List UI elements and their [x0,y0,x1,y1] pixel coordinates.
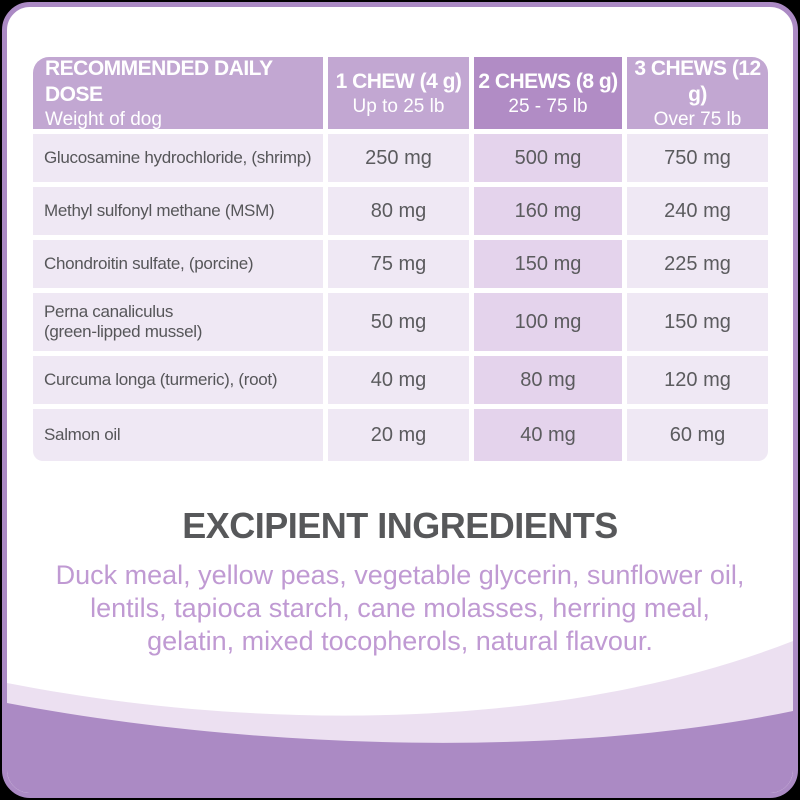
excipient-heading: EXCIPIENT INGREDIENTS [182,505,618,546]
dose-table: RECOMMENDED DAILY DOSE Weight of dog 1 C… [33,57,768,461]
dose-value: 40 mg [474,409,622,461]
header-cell-3-chews: 3 CHEWS (12 g) Over 75 lb [627,56,768,130]
dose-value: 750 mg [627,134,768,182]
dose-value: 150 mg [627,293,768,351]
ingredient-name-line: Curcuma longa (turmeric), (root) [44,370,278,389]
header-subtitle: Up to 25 lb [352,95,445,117]
ingredient-name: Chondroitin sulfate, (porcine) [33,240,323,288]
ingredient-name: Glucosamine hydrochloride, (shrimp) [33,134,323,182]
header-cell-recommended-dose: RECOMMENDED DAILY DOSE Weight of dog [33,56,323,130]
ingredient-name-line: Glucosamine hydrochloride, (shrimp) [44,148,312,167]
ingredient-name-line: Methyl sulfonyl methane (MSM) [44,201,275,220]
dose-value: 50 mg [328,293,469,351]
bottom-wave-decoration [7,641,793,793]
header-subtitle: Weight of dog [45,108,162,130]
header-subtitle: 25 - 75 lb [508,95,588,117]
dose-value: 80 mg [474,356,622,404]
ingredient-name-line: (green-lipped mussel) [44,322,203,341]
excipient-text-line: Duck meal, yellow peas, vegetable glycer… [55,560,745,590]
header-subtitle: Over 75 lb [653,108,742,130]
header-title: 3 CHEWS (12 g) [634,56,761,106]
dose-value: 500 mg [474,134,622,182]
ingredient-name-line: Chondroitin sulfate, (porcine) [44,254,254,273]
excipient-text-line: lentils, tapioca starch, cane molasses, … [90,593,710,623]
ingredient-name-line: Perna canaliculus [44,302,174,321]
dose-value: 40 mg [328,356,469,404]
header-title: 2 CHEWS (8 g) [478,69,618,93]
dose-value: 80 mg [328,187,469,235]
header-cell-2-chews: 2 CHEWS (8 g) 25 - 75 lb [474,57,622,129]
wave-purple-band [7,703,793,793]
ingredient-name: Perna canaliculus (green-lipped mussel) [33,293,323,351]
dose-value: 20 mg [328,409,469,461]
dose-value: 60 mg [627,409,768,461]
dose-value: 120 mg [627,356,768,404]
header-cell-1-chew: 1 CHEW (4 g) Up to 25 lb [328,57,469,129]
excipient-text-line: gelatin, mixed tocopherols, natural flav… [147,626,653,656]
ingredient-name-line: Salmon oil [44,425,121,444]
dose-value: 250 mg [328,134,469,182]
dose-value: 160 mg [474,187,622,235]
header-title: RECOMMENDED DAILY DOSE [45,56,273,106]
ingredient-name: Salmon oil [33,409,323,461]
dose-value: 225 mg [627,240,768,288]
header-title: 1 CHEW (4 g) [335,69,462,93]
ingredient-name: Curcuma longa (turmeric), (root) [33,356,323,404]
dose-value: 240 mg [627,187,768,235]
ingredient-name: Methyl sulfonyl methane (MSM) [33,187,323,235]
excipient-section: EXCIPIENT INGREDIENTS Duck meal, yellow … [7,505,793,658]
dose-value: 75 mg [328,240,469,288]
dose-value: 100 mg [474,293,622,351]
dose-value: 150 mg [474,240,622,288]
